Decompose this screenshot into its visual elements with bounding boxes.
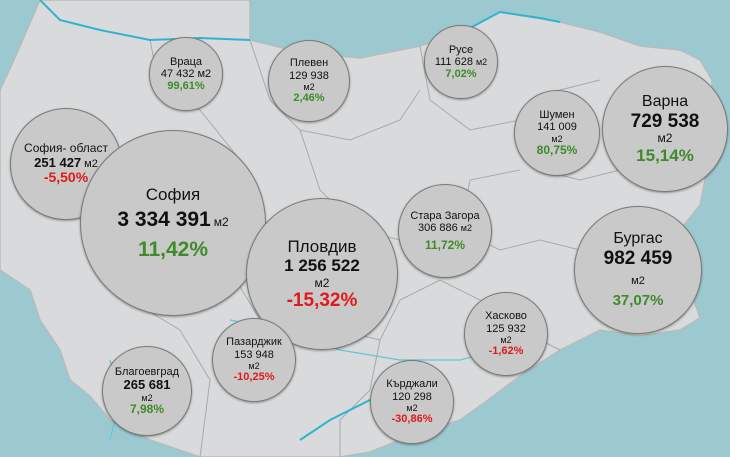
city-change: 7,98% bbox=[129, 401, 165, 416]
city-change: -1,62% bbox=[488, 345, 524, 358]
city-name: София- област bbox=[24, 141, 108, 156]
city-value: 125 932 bbox=[486, 322, 526, 335]
city-change: -5,50% bbox=[43, 169, 89, 186]
city-unit: м2 bbox=[303, 82, 315, 93]
city-bubble-sofia: София 3 334 391 м2 11,42% bbox=[80, 130, 266, 316]
city-bubble-shumen: Шумен 141 009 м2 80,75% bbox=[514, 90, 600, 176]
city-value: 120 298 bbox=[392, 390, 432, 403]
city-value: 1 256 522 bbox=[284, 255, 360, 275]
city-name: Благоевград bbox=[114, 365, 180, 378]
city-value: 982 459 bbox=[603, 247, 673, 269]
city-unit: м2 bbox=[657, 131, 673, 146]
city-bubble-ruse: Русе 111 628 м2 7,02% bbox=[424, 25, 498, 99]
city-change: 2,46% bbox=[293, 92, 325, 105]
city-change: -30,86% bbox=[391, 413, 433, 426]
city-unit: м2 bbox=[197, 67, 212, 80]
city-name: Пловдив bbox=[287, 236, 357, 256]
city-bubble-haskovo: Хасково 125 932 м2 -1,62% bbox=[464, 292, 548, 376]
city-change: -10,25% bbox=[233, 371, 275, 384]
city-name: Бургас bbox=[613, 229, 663, 247]
city-bubble-vratsa: Враца 47 432 м2 99,61% bbox=[149, 37, 223, 111]
city-name: Стара Загора bbox=[410, 209, 480, 222]
city-name: Пазарджик bbox=[226, 336, 282, 349]
city-name: София bbox=[145, 184, 201, 204]
city-value: 47 432 bbox=[160, 67, 195, 80]
city-value: 3 334 391 bbox=[117, 208, 211, 231]
city-change: -15,32% bbox=[286, 290, 358, 312]
city-bubble-pleven: Плевен 129 938 м2 2,46% bbox=[268, 40, 350, 122]
city-value: 111 628 bbox=[434, 55, 473, 68]
city-change: 11,72% bbox=[424, 237, 466, 252]
city-unit: м2 bbox=[314, 275, 330, 290]
city-unit: м2 bbox=[551, 133, 563, 144]
city-change: 15,14% bbox=[636, 145, 694, 165]
city-bubble-kardzhali: Кърджали 120 298 м2 -30,86% bbox=[370, 360, 454, 444]
city-name: Хасково bbox=[485, 310, 527, 323]
city-change: 80,75% bbox=[536, 142, 578, 157]
city-value: 141 009 bbox=[537, 121, 577, 134]
city-name: Шумен bbox=[539, 108, 575, 121]
city-change: 7,02% bbox=[445, 68, 477, 81]
city-bubble-varna: Варна 729 538 м2 15,14% bbox=[602, 66, 728, 192]
city-value: 129 938 bbox=[289, 69, 329, 82]
city-unit: м2 bbox=[460, 223, 472, 234]
city-name: Враца bbox=[170, 55, 202, 68]
city-unit: м2 bbox=[84, 157, 98, 170]
city-value: 729 538 bbox=[630, 111, 700, 133]
city-value: 306 886 bbox=[418, 222, 458, 235]
city-name: Кърджали bbox=[386, 378, 438, 391]
city-unit: м2 bbox=[406, 403, 418, 414]
city-unit: м2 bbox=[631, 275, 645, 288]
city-name: Русе bbox=[448, 43, 474, 56]
city-unit: м2 bbox=[248, 361, 260, 372]
city-bubble-burgas: Бургас 982 459 м2 37,07% bbox=[574, 206, 702, 334]
city-bubble-blagoevgrad: Благоевград 265 681 м2 7,98% bbox=[102, 346, 192, 436]
city-unit: м2 bbox=[500, 335, 512, 346]
city-value: 153 948 bbox=[234, 348, 274, 361]
city-name: Плевен bbox=[289, 57, 329, 70]
city-change: 11,42% bbox=[137, 237, 209, 261]
city-unit: м2 bbox=[475, 56, 488, 67]
city-change: 99,61% bbox=[167, 80, 205, 93]
city-name: Варна bbox=[641, 93, 689, 111]
city-value: 251 427 bbox=[34, 154, 82, 170]
city-bubble-stara-zagora: Стара Загора 306 886 м2 11,72% bbox=[398, 184, 492, 278]
city-change: 37,07% bbox=[612, 292, 664, 310]
city-unit: м2 bbox=[141, 392, 153, 403]
city-unit: м2 bbox=[213, 215, 229, 229]
city-bubble-pazardzhik: Пазарджик 153 948 м2 -10,25% bbox=[212, 318, 296, 402]
city-value: 265 681 bbox=[123, 377, 171, 393]
